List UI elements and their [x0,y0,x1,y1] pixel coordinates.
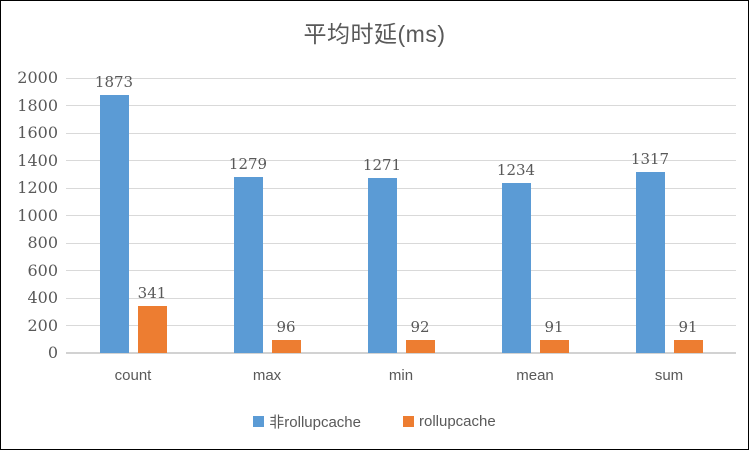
plot-area: 1873 341 1279 96 1271 92 1234 91 1317 91 [66,74,736,354]
data-label: 91 [544,318,564,336]
data-label: 1317 [630,150,670,168]
y-tick-label: 800 [27,233,58,252]
data-label: 91 [678,318,698,336]
gridline [66,270,736,271]
bar-mean-series1 [539,340,569,353]
legend: 非rollupcache rollupcache [1,411,748,432]
bar-sum-series0 [635,172,665,353]
y-tick-label: 1000 [17,205,58,225]
legend-item-rollupcache: rollupcache [403,411,496,432]
gridline [66,215,736,216]
data-label: 341 [137,284,167,302]
legend-swatch-blue-icon [253,416,265,427]
y-tick-label: 200 [27,315,58,335]
category-label-mean: mean [516,367,554,384]
y-tick-label: 600 [27,260,58,280]
bar-max-series1 [271,340,301,353]
gridline [66,132,736,134]
data-label: 1873 [94,73,134,91]
data-label: 96 [276,318,296,336]
legend-item-non-rollupcache: 非rollupcache [253,411,361,432]
category-label-min: min [388,367,414,384]
data-label: 1279 [228,155,268,173]
category-label-sum: sum [654,367,684,384]
y-tick-label: 1400 [17,150,58,170]
gridline [66,242,736,244]
gridline [66,297,736,299]
bar-max-series0 [233,177,263,353]
chart-title: 平均时延(ms) [303,21,446,47]
y-tick-label: 400 [27,288,58,307]
data-label: 92 [410,318,430,336]
gridline [66,105,736,106]
y-tick-label: 1800 [17,95,58,115]
bar-sum-series1 [673,340,703,353]
y-tick-label: 2000 [17,68,58,87]
data-label: 1271 [362,156,402,174]
bar-count-series1 [137,306,167,353]
y-tick-label: 1200 [17,178,58,197]
x-axis: count max min mean sum [66,367,736,384]
gridline [66,187,736,189]
y-axis: 0 200 400 600 800 1000 1200 1400 1600 1800 2000 [1,70,58,361]
gridline [66,77,736,79]
legend-label: rollupcache [419,413,496,430]
bar-mean-series0 [501,183,531,353]
gridline [66,160,736,161]
y-tick-label: 1600 [17,123,58,142]
bar-min-series0 [367,178,397,353]
category-label-count: count [114,367,152,384]
bar-min-series1 [405,340,435,353]
legend-swatch-orange-icon [403,416,414,427]
x-axis-line [66,352,736,354]
y-tick-label: 0 [47,343,58,362]
legend-label: 非rollupcache [269,414,361,431]
data-label: 1234 [496,161,536,179]
category-label-max: max [252,367,282,384]
gridline [66,325,736,326]
bar-count-series0 [99,95,129,353]
